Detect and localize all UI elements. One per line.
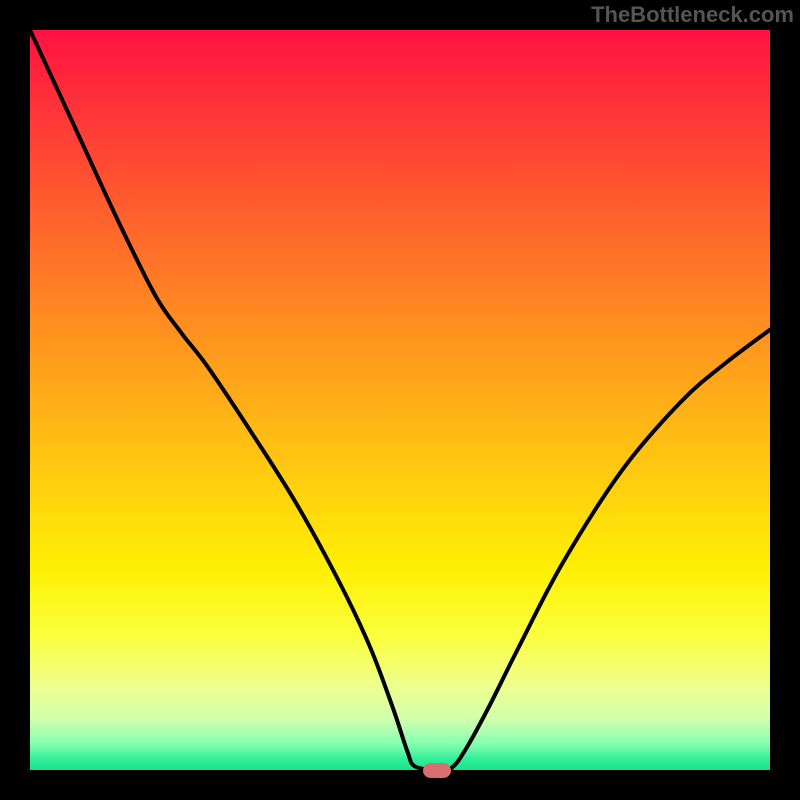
optimal-point-marker [423, 763, 451, 778]
chart-canvas: TheBottleneck.com [0, 0, 800, 800]
bottleneck-curve [30, 30, 770, 770]
watermark-text: TheBottleneck.com [591, 2, 794, 28]
plot-area [30, 30, 770, 770]
